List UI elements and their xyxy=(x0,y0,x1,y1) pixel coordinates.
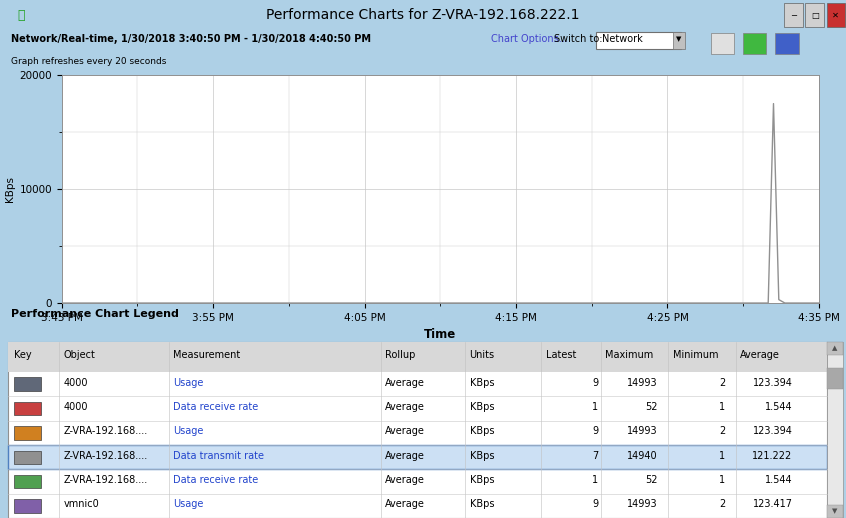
Text: KBps: KBps xyxy=(470,378,494,387)
Bar xyxy=(805,3,824,27)
Text: 121.222: 121.222 xyxy=(752,451,793,461)
Text: Graph refreshes every 20 seconds: Graph refreshes every 20 seconds xyxy=(11,56,167,66)
Bar xyxy=(827,342,843,355)
Bar xyxy=(827,505,843,518)
Text: KBps: KBps xyxy=(470,499,494,510)
Text: Object: Object xyxy=(63,350,96,361)
Text: vmnic0: vmnic0 xyxy=(63,499,99,510)
Text: ▼: ▼ xyxy=(676,36,681,42)
Bar xyxy=(775,33,799,54)
Bar xyxy=(673,32,685,49)
Text: 52: 52 xyxy=(645,402,657,412)
Text: 🔗: 🔗 xyxy=(17,8,25,22)
Text: Usage: Usage xyxy=(173,499,204,510)
Bar xyxy=(827,3,845,27)
Text: KBps: KBps xyxy=(470,402,494,412)
Text: Chart Options...: Chart Options... xyxy=(491,34,568,44)
Text: Network/Real-time, 1/30/2018 3:40:50 PM - 1/30/2018 4:40:50 PM: Network/Real-time, 1/30/2018 3:40:50 PM … xyxy=(11,34,371,44)
Text: 2: 2 xyxy=(719,426,725,436)
Text: Z-VRA-192.168....: Z-VRA-192.168.... xyxy=(63,475,148,485)
Text: 1: 1 xyxy=(592,402,598,412)
Bar xyxy=(14,475,41,488)
Text: Performance Charts for Z-VRA-192.168.222.1: Performance Charts for Z-VRA-192.168.222… xyxy=(266,8,580,22)
Text: KBps: KBps xyxy=(470,475,494,485)
Text: 1: 1 xyxy=(719,475,725,485)
Text: Average: Average xyxy=(385,402,425,412)
Text: 14993: 14993 xyxy=(627,378,657,387)
Text: Z-VRA-192.168....: Z-VRA-192.168.... xyxy=(63,426,148,436)
Text: Key: Key xyxy=(14,350,31,361)
Bar xyxy=(827,342,843,518)
Text: Usage: Usage xyxy=(173,378,204,387)
Text: Measurement: Measurement xyxy=(173,350,240,361)
Text: Performance Chart Legend: Performance Chart Legend xyxy=(11,309,179,320)
Text: Units: Units xyxy=(470,350,495,361)
X-axis label: Time: Time xyxy=(424,328,457,341)
Text: 123.394: 123.394 xyxy=(753,426,793,436)
Bar xyxy=(711,33,734,54)
Text: □: □ xyxy=(810,10,819,20)
Bar xyxy=(14,426,41,440)
Text: 9: 9 xyxy=(592,378,598,387)
Text: 123.417: 123.417 xyxy=(753,499,793,510)
Text: Data transmit rate: Data transmit rate xyxy=(173,451,265,461)
Text: Average: Average xyxy=(385,475,425,485)
Text: Latest: Latest xyxy=(546,350,576,361)
Text: 52: 52 xyxy=(645,475,657,485)
Text: Average: Average xyxy=(385,499,425,510)
Text: 14993: 14993 xyxy=(627,426,657,436)
Bar xyxy=(8,445,827,469)
Bar xyxy=(14,451,41,464)
Text: 1: 1 xyxy=(719,402,725,412)
Text: 7: 7 xyxy=(592,451,598,461)
Bar xyxy=(14,499,41,513)
Text: Usage: Usage xyxy=(173,426,204,436)
Text: 14993: 14993 xyxy=(627,499,657,510)
Text: Average: Average xyxy=(385,378,425,387)
Y-axis label: KBps: KBps xyxy=(5,176,15,202)
Text: 1.544: 1.544 xyxy=(765,402,793,412)
Text: Average: Average xyxy=(385,426,425,436)
Text: Data receive rate: Data receive rate xyxy=(173,475,259,485)
Text: Maximum: Maximum xyxy=(605,350,653,361)
Bar xyxy=(14,378,41,391)
Text: 2: 2 xyxy=(719,378,725,387)
Bar xyxy=(827,368,843,389)
Text: KBps: KBps xyxy=(470,451,494,461)
Text: ▼: ▼ xyxy=(832,509,838,514)
Text: Average: Average xyxy=(740,350,780,361)
Text: Switch to:: Switch to: xyxy=(554,34,602,44)
Bar xyxy=(743,33,766,54)
Bar xyxy=(784,3,803,27)
Bar xyxy=(8,342,827,372)
Text: 4000: 4000 xyxy=(63,378,88,387)
Text: Average: Average xyxy=(385,451,425,461)
Text: 2: 2 xyxy=(719,499,725,510)
Text: Rollup: Rollup xyxy=(385,350,415,361)
Bar xyxy=(14,402,41,415)
Text: 1: 1 xyxy=(592,475,598,485)
Text: 123.394: 123.394 xyxy=(753,378,793,387)
Text: ▲: ▲ xyxy=(832,345,838,351)
Text: 9: 9 xyxy=(592,426,598,436)
Bar xyxy=(596,32,681,49)
Text: Data receive rate: Data receive rate xyxy=(173,402,259,412)
Text: 4000: 4000 xyxy=(63,402,88,412)
Text: Minimum: Minimum xyxy=(673,350,718,361)
Text: Network: Network xyxy=(602,34,643,44)
Text: 14940: 14940 xyxy=(627,451,657,461)
Text: 1.544: 1.544 xyxy=(765,475,793,485)
Text: KBps: KBps xyxy=(470,426,494,436)
Text: ✕: ✕ xyxy=(832,10,839,20)
Text: 1: 1 xyxy=(719,451,725,461)
Text: Z-VRA-192.168....: Z-VRA-192.168.... xyxy=(63,451,148,461)
Text: 9: 9 xyxy=(592,499,598,510)
Bar xyxy=(8,342,827,518)
Text: ─: ─ xyxy=(791,10,796,20)
